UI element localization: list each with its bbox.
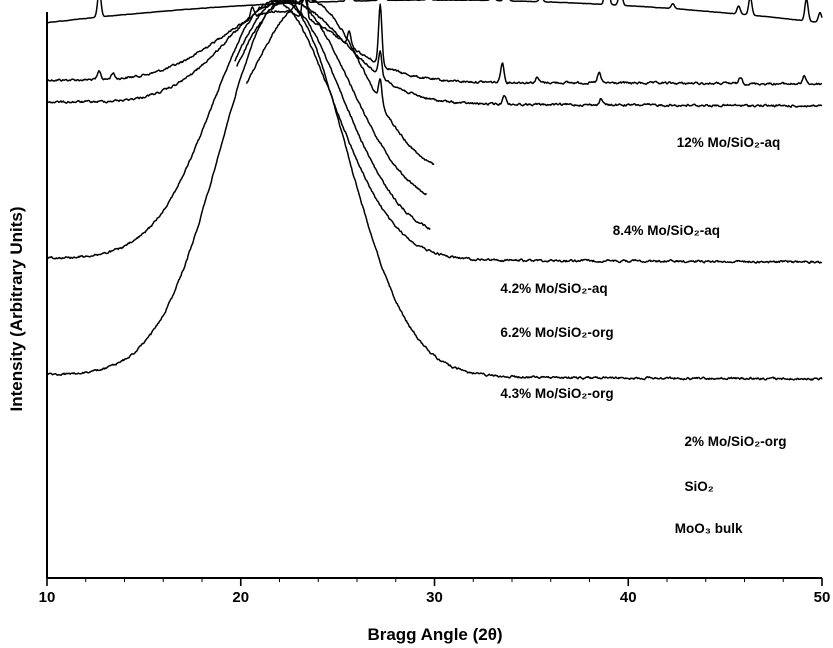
x-tick-label: 30 bbox=[426, 589, 443, 606]
y-axis-title: Intensity (Arbitrary Units) bbox=[7, 207, 26, 412]
x-tick-label: 40 bbox=[620, 589, 637, 606]
x-tick-label: 20 bbox=[232, 589, 249, 606]
series-line bbox=[46, 0, 823, 265]
series-label: 2% Mo/SiO₂-org bbox=[684, 434, 786, 449]
x-axis-title: Bragg Angle (2θ) bbox=[367, 625, 502, 644]
labels: 12% Mo/SiO₂-aq 8.4% Mo/SiO₂-aq 4.2% Mo/SiO… bbox=[500, 135, 786, 536]
x-tick-label: 10 bbox=[39, 589, 56, 606]
series-label: 4.2% Mo/SiO₂-aq bbox=[500, 281, 607, 296]
series-label: 8.4% Mo/SiO₂-aq bbox=[613, 223, 720, 238]
axes: 10 20 30 40 50 bbox=[39, 12, 831, 606]
series-line bbox=[46, 0, 823, 108]
series-lines bbox=[46, 0, 823, 381]
series-label: 6.2% Mo/SiO₂-org bbox=[500, 325, 613, 340]
x-tick-label: 50 bbox=[814, 589, 831, 606]
series-label: 4.3% Mo/SiO₂-org bbox=[500, 386, 613, 401]
series-line bbox=[245, 0, 435, 166]
series-label: SiO₂ bbox=[684, 479, 713, 494]
series-line bbox=[46, 0, 823, 86]
series-line bbox=[46, 0, 823, 24]
series-label: 12% Mo/SiO₂-aq bbox=[677, 135, 781, 150]
series-label: MoO₃ bulk bbox=[675, 521, 743, 536]
series-line bbox=[234, 0, 431, 230]
series-line bbox=[46, 0, 823, 381]
